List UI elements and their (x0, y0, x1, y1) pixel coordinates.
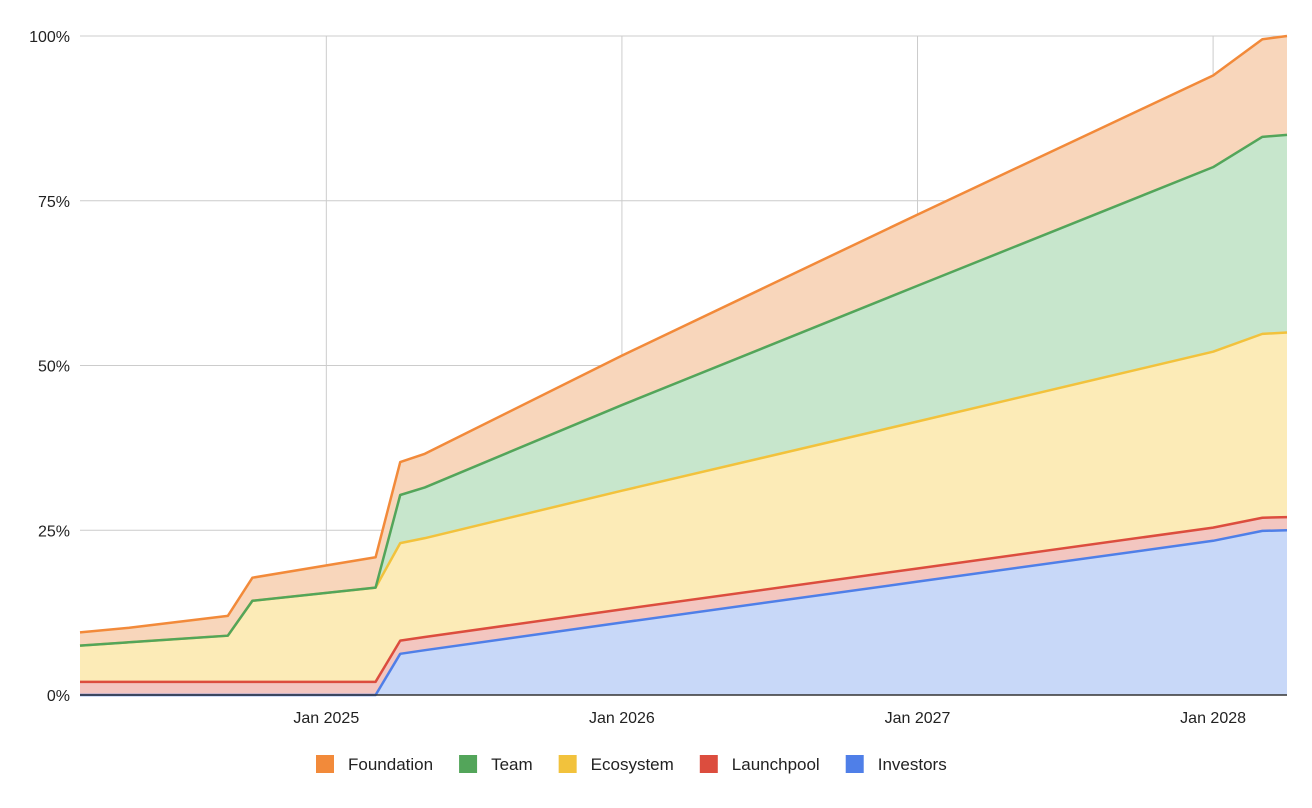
x-tick-label: Jan 2027 (885, 710, 951, 727)
area-fills (80, 36, 1287, 695)
area-team (80, 134, 1287, 646)
y-tick-label: 25% (38, 523, 70, 540)
legend-swatch (316, 755, 334, 773)
legend-label: Team (491, 755, 533, 774)
y-tick-label: 75% (38, 194, 70, 211)
line-launchpool (80, 515, 1288, 684)
area-foundation (80, 36, 1287, 646)
legend: Foundation Team Ecosystem Launchpool Investo… (316, 755, 947, 774)
area-launchpool (80, 517, 1287, 695)
x-tick-label: Jan 2025 (293, 710, 359, 727)
legend-swatch (558, 755, 577, 773)
y-axis-tick-labels: 0% 25% 50% 75% 100% (29, 29, 70, 705)
legend-item-team[interactable]: Team (459, 755, 533, 774)
legend-label: Ecosystem (591, 755, 674, 774)
legend-item-foundation[interactable]: Foundation (316, 755, 433, 774)
legend-swatch (699, 755, 718, 773)
legend-item-investors[interactable]: Investors (845, 755, 947, 774)
x-axis-tick-labels: Jan 2025 Jan 2026 Jan 2027 Jan 2028 (293, 710, 1246, 727)
area-investors (80, 530, 1287, 695)
legend-label: Investors (878, 755, 947, 774)
y-tick-label: 0% (47, 688, 70, 705)
line-foundation (79, 34, 1288, 634)
legend-swatch (459, 755, 478, 773)
line-team (79, 133, 1288, 647)
legend-label: Foundation (348, 755, 433, 774)
area-ecosystem (80, 332, 1287, 682)
legend-swatch (845, 755, 864, 773)
legend-item-launchpool[interactable]: Launchpool (699, 755, 820, 774)
y-tick-label: 50% (38, 359, 70, 376)
legend-item-ecosystem[interactable]: Ecosystem (558, 755, 674, 774)
y-tick-label: 100% (29, 29, 70, 46)
x-tick-label: Jan 2028 (1180, 710, 1246, 727)
x-tick-label: Jan 2026 (589, 710, 655, 727)
legend-label: Launchpool (732, 755, 820, 774)
series-lines (79, 34, 1288, 697)
